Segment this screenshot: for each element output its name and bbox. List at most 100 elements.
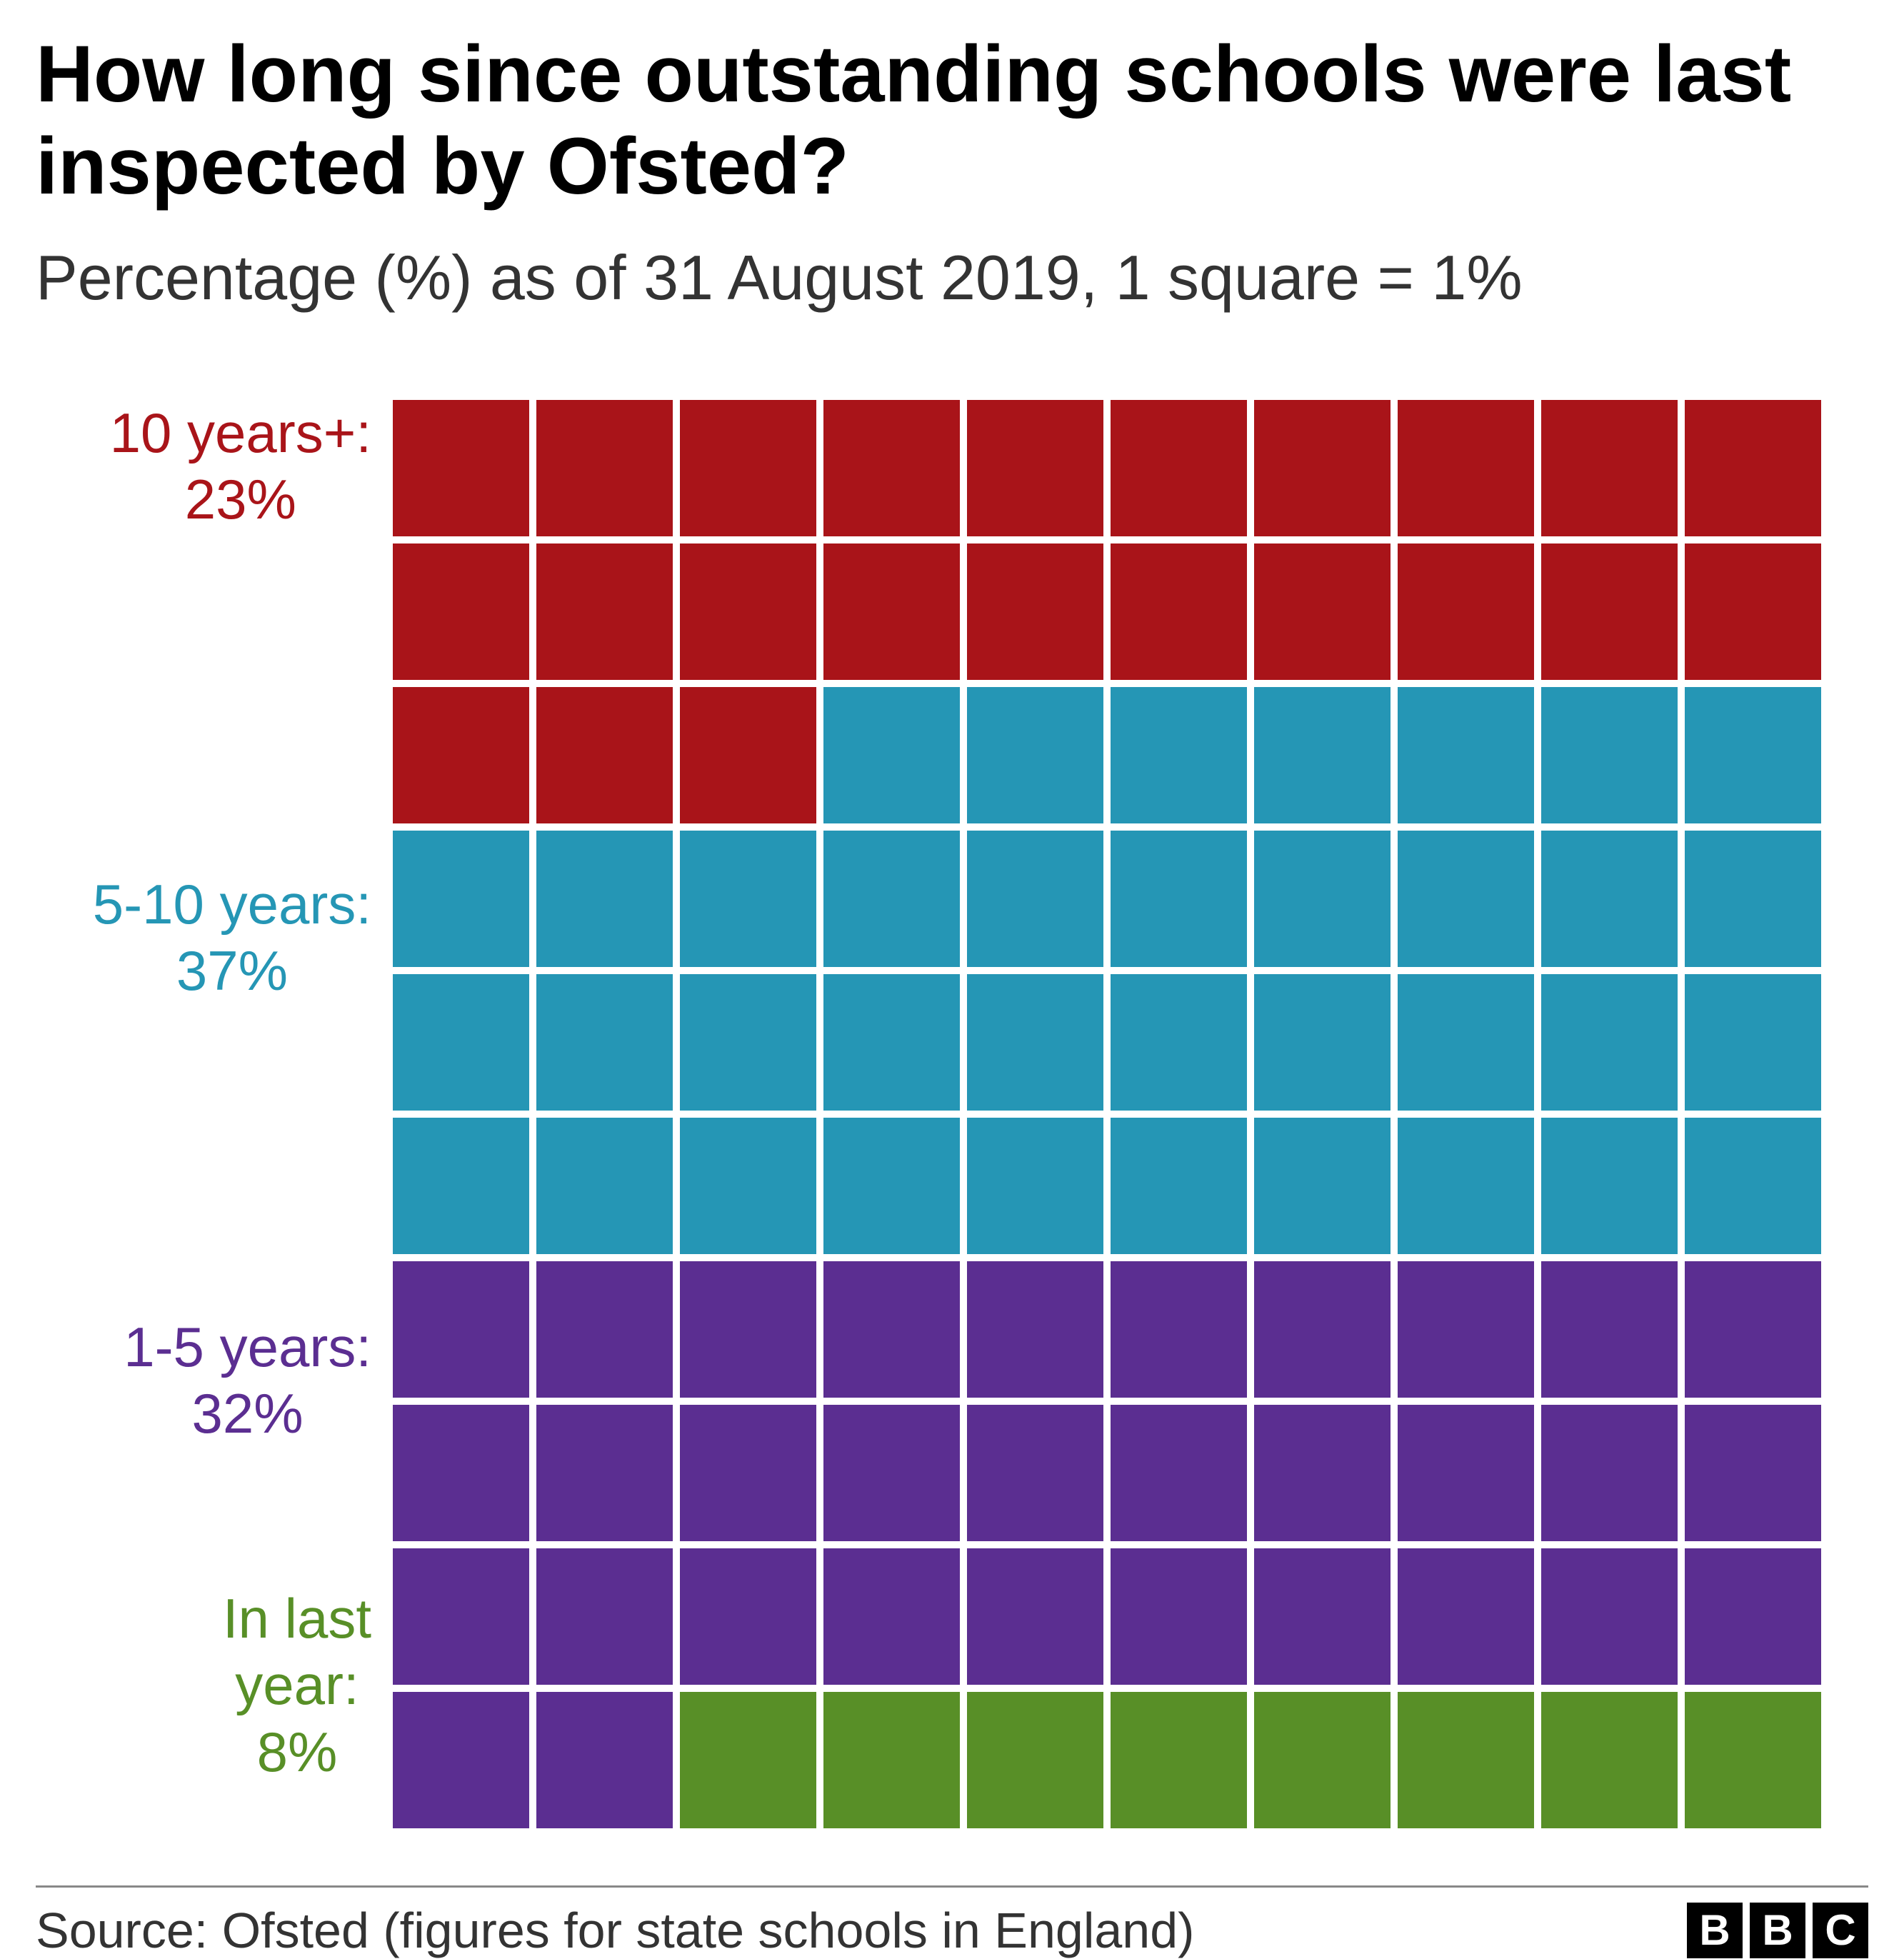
waffle-cell — [823, 1261, 960, 1398]
category-label-last: In last year: 8% — [223, 1585, 371, 1786]
waffle-cell — [536, 1405, 673, 1541]
waffle-cell — [1398, 974, 1534, 1111]
waffle-cell — [823, 1548, 960, 1685]
waffle-cell — [1254, 543, 1391, 680]
bbc-logo-letter: B — [1687, 1903, 1743, 1958]
waffle-cell — [1254, 687, 1391, 823]
waffle-cell — [680, 1118, 816, 1254]
waffle-cell — [393, 974, 529, 1111]
waffle-cell — [680, 400, 816, 536]
waffle-cell — [1111, 831, 1247, 967]
waffle-cell — [967, 974, 1103, 1111]
waffle-cell — [1541, 400, 1678, 536]
chart-area: 10 years+: 23%5-10 years: 37%1-5 years: … — [36, 400, 1868, 1828]
waffle-cell — [1111, 1548, 1247, 1685]
waffle-cell — [680, 687, 816, 823]
waffle-cell — [823, 687, 960, 823]
waffle-cell — [1398, 687, 1534, 823]
waffle-cell — [823, 1692, 960, 1828]
waffle-cell — [1541, 1405, 1678, 1541]
waffle-cell — [1111, 687, 1247, 823]
waffle-cell — [536, 974, 673, 1111]
waffle-cell — [536, 831, 673, 967]
waffle-cell — [680, 1548, 816, 1685]
waffle-cell — [1111, 1261, 1247, 1398]
waffle-cell — [680, 1405, 816, 1541]
waffle-cell — [680, 831, 816, 967]
category-label-10y: 10 years+: 23% — [110, 400, 371, 533]
waffle-cell — [536, 400, 673, 536]
category-labels-column: 10 years+: 23%5-10 years: 37%1-5 years: … — [36, 400, 393, 1828]
waffle-cell — [1111, 400, 1247, 536]
waffle-cell — [1685, 831, 1821, 967]
waffle-cell — [1685, 1405, 1821, 1541]
waffle-cell — [1541, 1548, 1678, 1685]
bbc-logo-letter: C — [1813, 1903, 1868, 1958]
waffle-cell — [1254, 1118, 1391, 1254]
waffle-cell — [680, 1261, 816, 1398]
waffle-cell — [967, 543, 1103, 680]
waffle-cell — [1685, 400, 1821, 536]
waffle-cell — [1398, 1261, 1534, 1398]
chart-subtitle: Percentage (%) as of 31 August 2019, 1 s… — [36, 241, 1868, 314]
waffle-cell — [1685, 687, 1821, 823]
source-text: Source: Ofsted (figures for state school… — [36, 1902, 1194, 1959]
waffle-cell — [1111, 1405, 1247, 1541]
waffle-cell — [1541, 543, 1678, 680]
waffle-cell — [1541, 974, 1678, 1111]
waffle-cell — [393, 1118, 529, 1254]
waffle-cell — [1254, 974, 1391, 1111]
waffle-cell — [967, 1405, 1103, 1541]
waffle-cell — [1254, 1548, 1391, 1685]
waffle-cell — [1685, 543, 1821, 680]
waffle-cell — [1111, 1118, 1247, 1254]
waffle-cell — [823, 543, 960, 680]
waffle-cell — [536, 1692, 673, 1828]
waffle-cell — [967, 400, 1103, 536]
waffle-cell — [1398, 1118, 1534, 1254]
bbc-logo-letter: B — [1750, 1903, 1805, 1958]
waffle-cell — [536, 1261, 673, 1398]
waffle-cell — [967, 831, 1103, 967]
waffle-cell — [1541, 1118, 1678, 1254]
waffle-cell — [1685, 1261, 1821, 1398]
waffle-cell — [393, 543, 529, 680]
chart-title: How long since outstanding schools were … — [36, 29, 1868, 213]
waffle-cell — [1254, 400, 1391, 536]
footer: Source: Ofsted (figures for state school… — [36, 1888, 1868, 1959]
waffle-cell — [393, 1548, 529, 1685]
waffle-cell — [1541, 687, 1678, 823]
waffle-cell — [680, 543, 816, 680]
waffle-cell — [967, 1692, 1103, 1828]
waffle-cell — [393, 1692, 529, 1828]
waffle-cell — [1254, 1692, 1391, 1828]
waffle-cell — [1111, 974, 1247, 1111]
waffle-cell — [823, 400, 960, 536]
waffle-cell — [536, 687, 673, 823]
waffle-cell — [393, 831, 529, 967]
waffle-cell — [680, 1692, 816, 1828]
waffle-cell — [1398, 1692, 1534, 1828]
waffle-cell — [823, 831, 960, 967]
waffle-cell — [1111, 1692, 1247, 1828]
waffle-cell — [1541, 831, 1678, 967]
waffle-cell — [823, 1405, 960, 1541]
waffle-cell — [823, 974, 960, 1111]
waffle-cell — [1398, 400, 1534, 536]
waffle-cell — [1254, 831, 1391, 967]
waffle-cell — [393, 400, 529, 536]
waffle-cell — [393, 687, 529, 823]
waffle-cell — [1541, 1692, 1678, 1828]
waffle-cell — [536, 1118, 673, 1254]
category-label-1_5y: 1-5 years: 32% — [124, 1314, 371, 1448]
waffle-cell — [1111, 543, 1247, 680]
waffle-cell — [393, 1261, 529, 1398]
bbc-logo: BBC — [1687, 1903, 1868, 1958]
waffle-cell — [967, 687, 1103, 823]
waffle-cell — [1398, 543, 1534, 680]
waffle-cell — [967, 1261, 1103, 1398]
waffle-cell — [393, 1405, 529, 1541]
waffle-cell — [680, 974, 816, 1111]
waffle-cell — [1398, 831, 1534, 967]
waffle-cell — [823, 1118, 960, 1254]
